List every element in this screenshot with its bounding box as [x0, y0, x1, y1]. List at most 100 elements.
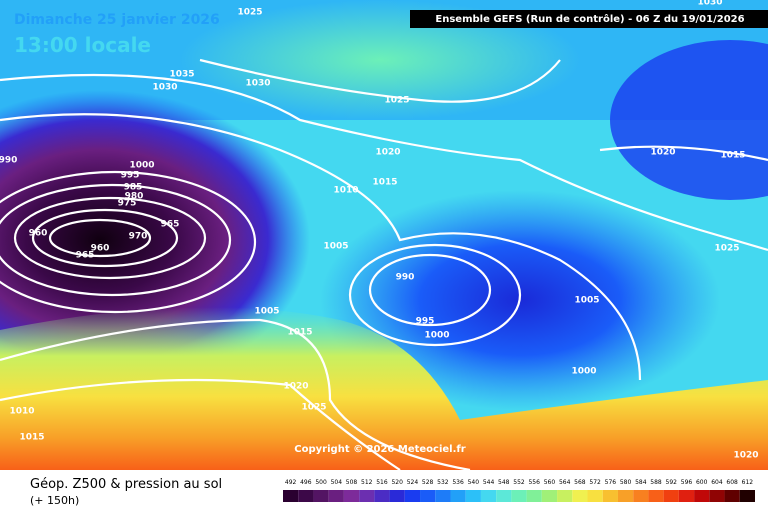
legend-label: 500 [315, 479, 327, 486]
legend-swatch [663, 490, 679, 502]
isobar-label: 985 [124, 183, 143, 193]
isobar-label: 990 [0, 156, 17, 166]
legend-label: 592 [666, 479, 678, 486]
legend-label: 612 [742, 479, 754, 486]
isobar-label: 995 [121, 171, 140, 181]
isobar-label: 1020 [733, 451, 758, 461]
legend-label: 600 [696, 479, 708, 486]
legend-swatch [557, 490, 573, 502]
legend-swatch [511, 490, 527, 502]
legend-swatch [724, 490, 740, 502]
legend-swatch [313, 490, 329, 502]
legend-label: 588 [650, 479, 662, 486]
isobar-label: 1020 [283, 382, 308, 392]
legend-label: 568 [574, 479, 586, 486]
isobar-label: 1000 [129, 161, 154, 171]
legend-swatch [283, 490, 299, 502]
legend-swatch [541, 490, 558, 502]
legend-swatch [678, 490, 695, 502]
isobar-label: 1030 [245, 79, 270, 89]
legend-swatch [496, 490, 512, 502]
legend-swatch [374, 490, 390, 502]
legend-label: 552 [513, 479, 525, 486]
legend-label: 544 [483, 479, 495, 486]
isobar-label: 1010 [333, 186, 358, 196]
legend-label: 496 [300, 479, 312, 486]
legend-swatch [298, 490, 314, 502]
isobar-label: 965 [161, 220, 180, 230]
legend-swatch [420, 490, 436, 502]
legend-label: 508 [346, 479, 358, 486]
legend-swatch [602, 490, 618, 502]
isobar-label: 980 [125, 192, 144, 202]
isobar-label: 1025 [237, 8, 262, 18]
legend-swatch [480, 490, 497, 502]
isobar-label: 1015 [372, 178, 397, 188]
legend-swatch [389, 490, 405, 502]
legend-label: 556 [528, 479, 540, 486]
isobar-label: 970 [129, 232, 148, 242]
isobar-label: 1005 [254, 307, 279, 317]
legend-swatch [404, 490, 421, 502]
isobar-label: 1000 [571, 367, 596, 377]
isobar-label: 1025 [714, 244, 739, 254]
legend-swatch [465, 490, 481, 502]
copyright: Copyright © 2026 Meteociel.fr [294, 444, 465, 455]
legend-swatch [694, 490, 710, 502]
legend-label: 572 [589, 479, 601, 486]
isobar-label: 995 [416, 317, 435, 327]
isobar-label: 1030 [697, 0, 722, 8]
legend-label: 576 [605, 479, 617, 486]
legend-label: 608 [726, 479, 738, 486]
legend-swatch [328, 490, 344, 502]
legend-swatch [633, 490, 649, 502]
legend-swatch [572, 490, 588, 502]
run-info: Ensemble GEFS (Run de contrôle) - 06 Z d… [435, 13, 744, 25]
time: 13:00 locale [14, 33, 151, 57]
legend-swatch [617, 490, 634, 502]
legend-label: 548 [498, 479, 510, 486]
legend-swatch [450, 490, 466, 502]
run-banner [410, 10, 768, 28]
legend-label: 512 [361, 479, 373, 486]
legend-swatch [709, 490, 725, 502]
isobar-label: 1035 [169, 70, 194, 80]
legend-label: 584 [635, 479, 647, 486]
isobar-label: 1030 [152, 83, 177, 93]
isobar-label: 975 [118, 199, 137, 209]
legend-label: 492 [285, 479, 297, 486]
legend-label: 536 [452, 479, 464, 486]
isobar-label: 1010 [9, 407, 34, 417]
isobar-label: 990 [396, 273, 415, 283]
legend-label: 516 [376, 479, 388, 486]
isobar-label: 1015 [287, 328, 312, 338]
legend-label: 520 [391, 479, 403, 486]
isobar-label: 1015 [720, 151, 745, 161]
isobars [0, 58, 768, 472]
legend-label: 524 [407, 479, 419, 486]
legend-label: 596 [681, 479, 693, 486]
warm-air [0, 307, 768, 470]
legend-label: 532 [437, 479, 449, 486]
footer-lead: (+ 150h) [30, 494, 79, 507]
legend-label: 564 [559, 479, 571, 486]
isobar-label: 1025 [301, 403, 326, 413]
legend-swatch [343, 490, 360, 502]
legend-swatch [359, 490, 375, 502]
legend-label: 580 [620, 479, 632, 486]
isobar-label: 1005 [574, 296, 599, 306]
isobar-label: 960 [29, 229, 48, 239]
date: Dimanche 25 janvier 2026 [14, 12, 220, 28]
legend-label: 528 [422, 479, 434, 486]
isobar-label: 1005 [323, 242, 348, 252]
legend-swatch [739, 490, 755, 502]
isobar-label: 1025 [384, 96, 409, 106]
legend-label: 504 [331, 479, 343, 486]
legend-label: 540 [468, 479, 480, 486]
legend-swatch [435, 490, 451, 502]
north-east-low [610, 40, 768, 200]
isobar-label: 1000 [424, 331, 449, 341]
legend-swatch [526, 490, 542, 502]
